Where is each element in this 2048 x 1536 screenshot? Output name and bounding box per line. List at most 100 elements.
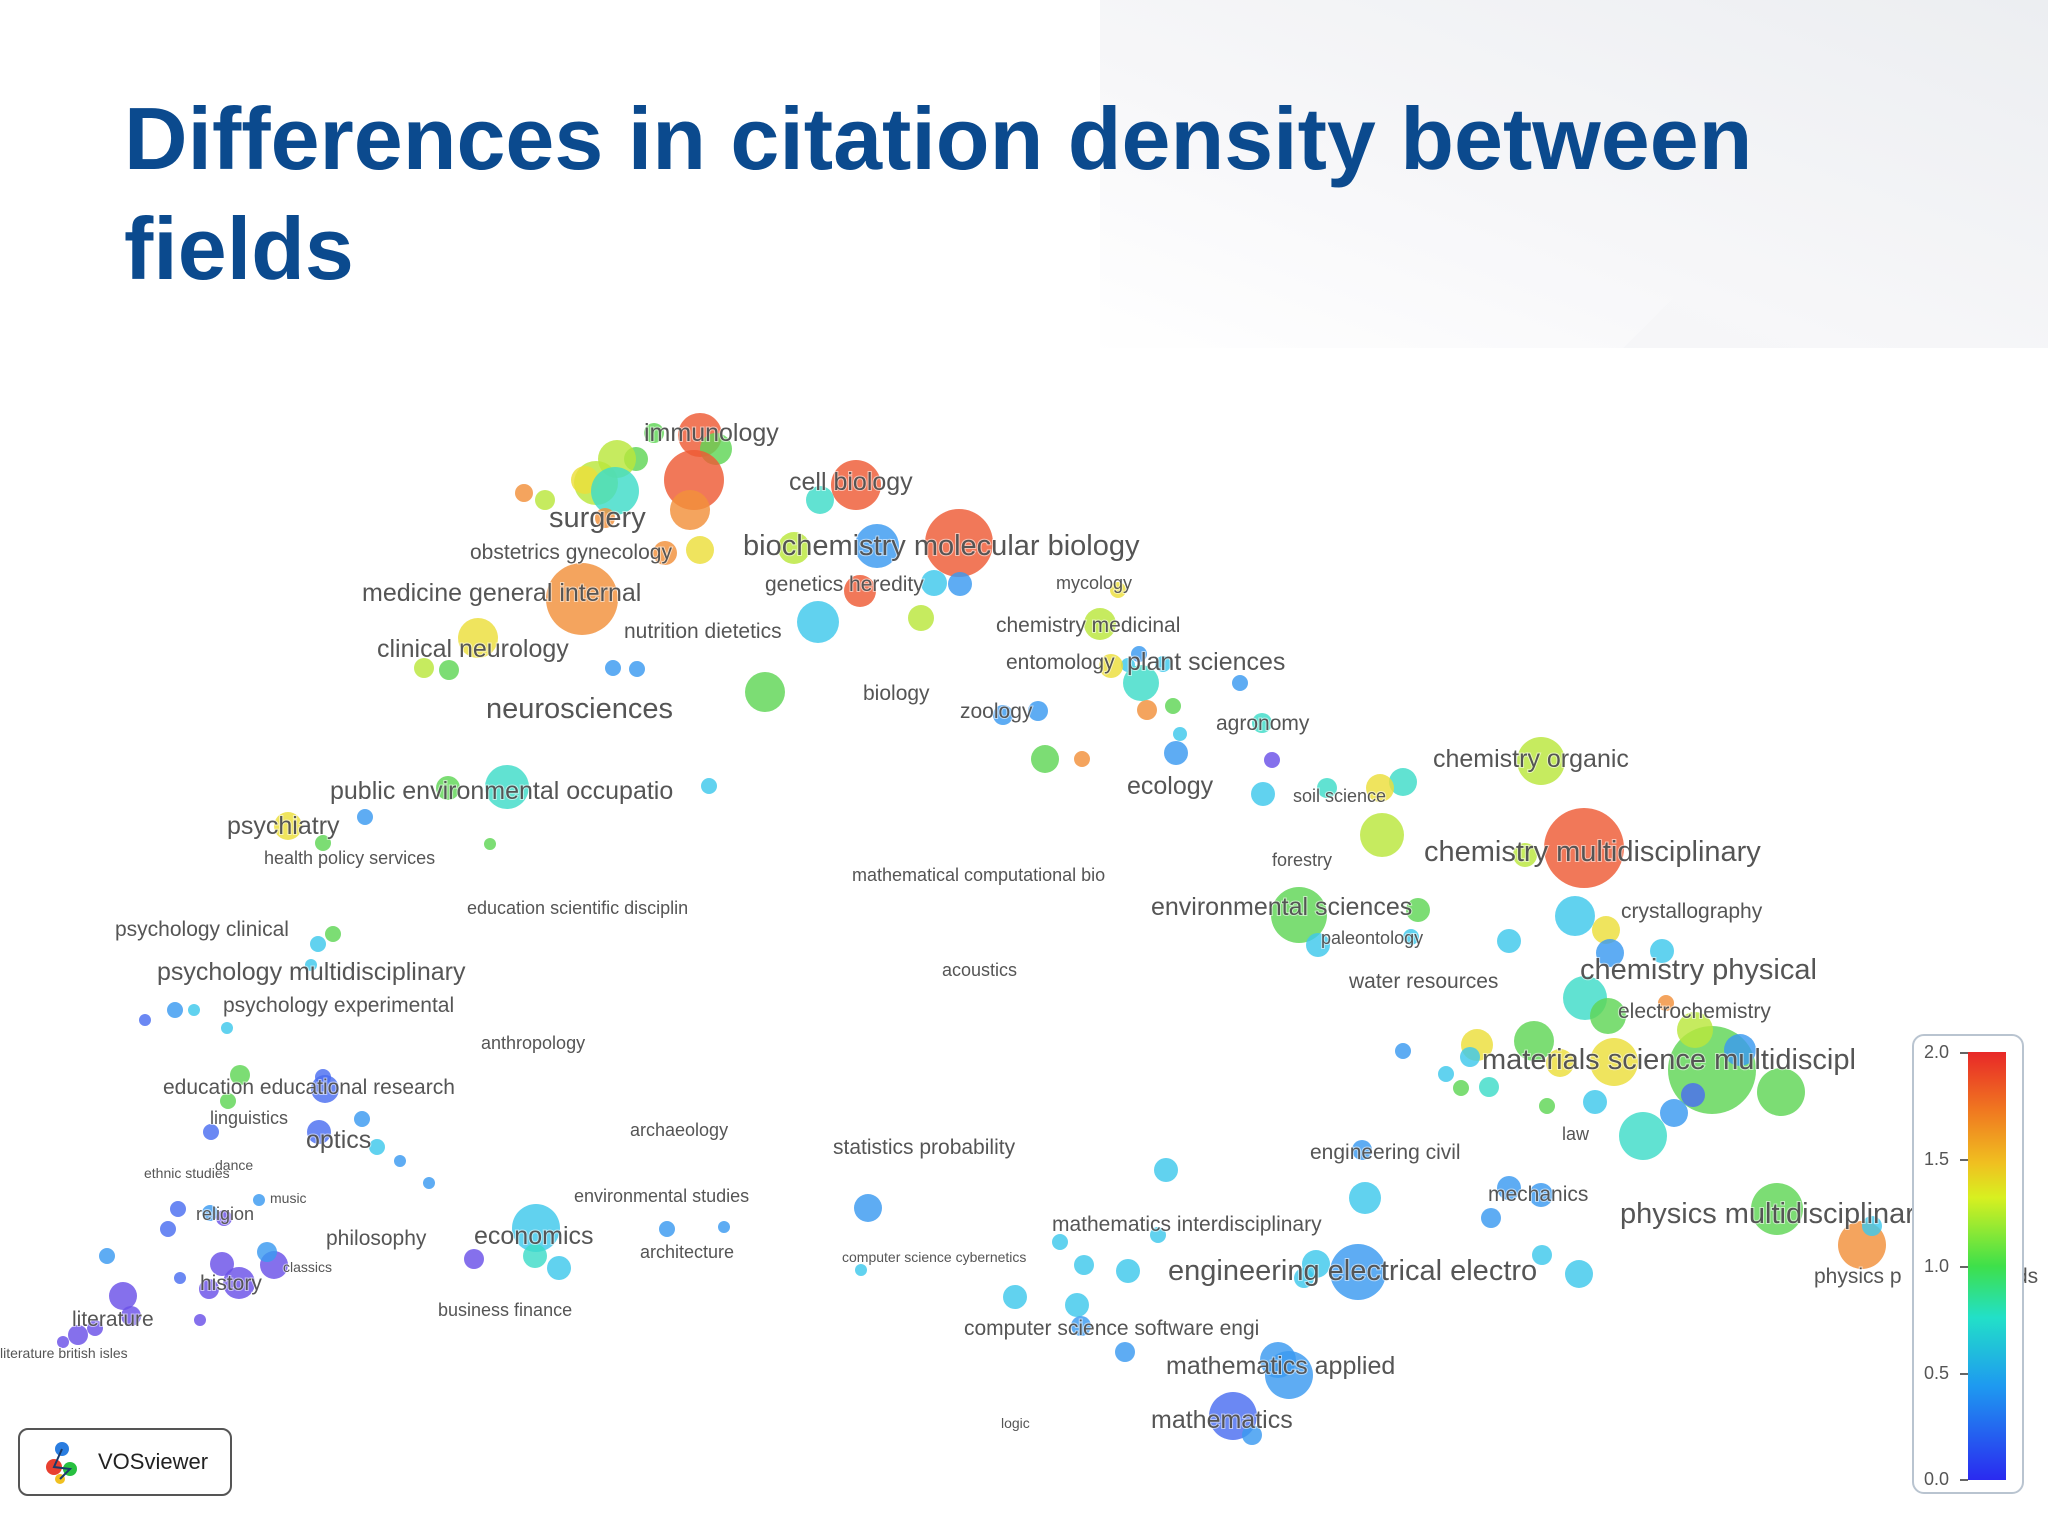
field-bubble <box>1265 1351 1313 1399</box>
field-bubble <box>1453 1080 1469 1096</box>
vosviewer-logo-icon <box>46 1442 77 1484</box>
field-bubble <box>203 1124 219 1140</box>
field-bubble <box>778 532 810 564</box>
field-bubble <box>436 776 460 800</box>
field-bubble <box>797 601 839 643</box>
scale-tick-0-0: 0.0 <box>1924 1469 1950 1489</box>
field-label: mechanics <box>1488 1183 1588 1206</box>
field-label: plant sciences <box>1127 648 1285 676</box>
field-bubble <box>307 1120 331 1144</box>
field-bubble <box>1349 1182 1381 1214</box>
field-bubble <box>1306 933 1330 957</box>
field-bubble <box>591 467 639 515</box>
field-bubble <box>1751 1183 1803 1235</box>
field-label: environmental sciences <box>1151 893 1412 921</box>
field-bubble <box>1438 1066 1454 1082</box>
field-bubble <box>1565 1260 1593 1288</box>
field-bubble <box>109 1282 137 1310</box>
field-label: religion <box>196 1204 254 1224</box>
field-bubble <box>223 1267 255 1299</box>
field-bubble <box>844 575 876 607</box>
label-layer: immunology cell biology surgery obstetrics … <box>0 418 2039 1435</box>
field-bubble <box>1155 656 1171 672</box>
field-bubble <box>1544 808 1624 888</box>
field-label: dance <box>215 1157 253 1173</box>
field-bubble <box>1555 896 1595 936</box>
field-bubble <box>1650 939 1674 963</box>
field-bubble <box>1513 843 1537 867</box>
field-label: environmental studies <box>574 1186 749 1206</box>
field-bubble <box>1251 782 1275 806</box>
field-bubble <box>1028 701 1048 721</box>
field-label: philosophy <box>326 1227 427 1250</box>
field-bubble <box>1131 646 1147 662</box>
field-label: health policy services <box>264 848 435 868</box>
field-label: anthropology <box>481 1033 585 1053</box>
field-bubble <box>1330 1244 1386 1300</box>
field-bubble <box>1395 1043 1411 1059</box>
slide-title: Differences in citation density between … <box>124 89 1753 298</box>
scale-tick-mark <box>1960 1373 1968 1375</box>
field-label: chemistry multidisciplinary <box>1424 836 1761 868</box>
field-label: chemistry medicinal <box>996 614 1180 637</box>
field-bubble <box>1517 737 1565 785</box>
field-bubble <box>160 1221 176 1237</box>
field-bubble <box>1757 1068 1805 1116</box>
field-bubble <box>458 618 498 658</box>
vosviewer-logo: VOSviewer <box>18 1428 232 1496</box>
field-label: public environmental occupatio <box>330 777 673 805</box>
field-label: history <box>200 1272 262 1295</box>
field-label: engineering civil <box>1310 1141 1461 1164</box>
field-label: forestry <box>1272 850 1332 870</box>
field-bubble <box>310 936 326 952</box>
science-map-panel: immunology cell biology surgery obstetrics … <box>0 348 2048 1536</box>
field-label: archaeology <box>630 1120 728 1140</box>
field-bubble <box>1074 751 1090 767</box>
field-bubble <box>1529 1183 1553 1207</box>
field-bubble <box>1317 778 1337 798</box>
field-label: immunology <box>644 419 779 447</box>
field-bubble <box>993 705 1013 725</box>
field-bubble <box>210 1252 234 1276</box>
scale-tick-1-0: 1.0 <box>1924 1256 1950 1276</box>
field-bubble <box>1539 1098 1555 1114</box>
field-label: biology <box>863 682 930 705</box>
field-label: genetics heredity <box>765 573 924 596</box>
field-label: mycology <box>1056 573 1132 593</box>
field-bubble <box>547 1256 571 1280</box>
field-label: chemistry physical <box>1580 954 1817 986</box>
field-label: materials science multidiscipl <box>1482 1044 1856 1076</box>
field-bubble <box>1406 898 1430 922</box>
field-bubble <box>855 1264 867 1276</box>
field-bubble <box>1115 1342 1135 1362</box>
scale-tick-mark <box>1960 1052 1968 1054</box>
field-label: agronomy <box>1216 712 1310 735</box>
field-bubble <box>1065 1293 1089 1317</box>
field-label: acoustics <box>942 960 1017 980</box>
field-label: music <box>270 1190 307 1206</box>
field-label: cell biology <box>789 468 913 496</box>
field-label: education scientific disciplin <box>467 898 688 918</box>
field-bubble <box>230 1065 250 1085</box>
field-bubble <box>1479 1077 1499 1097</box>
field-label: physics multidisciplinary <box>1620 1198 1930 1230</box>
field-bubble <box>354 1111 370 1127</box>
field-bubble <box>305 959 317 971</box>
field-label: mathematics applied <box>1166 1352 1395 1380</box>
field-bubble <box>1389 768 1417 796</box>
field-bubble <box>357 809 373 825</box>
field-label: law <box>1562 1124 1590 1144</box>
field-bubble <box>1084 608 1116 640</box>
field-label: electrochemistry <box>1618 1000 1771 1023</box>
field-label: soil science <box>1293 786 1386 806</box>
field-bubble <box>1150 1227 1166 1243</box>
field-bubble <box>921 570 947 596</box>
field-bubble <box>1242 1425 1262 1445</box>
field-bubble <box>1071 1316 1091 1336</box>
field-bubble <box>1164 741 1188 765</box>
logo-text: VOSviewer <box>98 1449 209 1474</box>
field-bubble <box>170 1201 186 1217</box>
field-bubble <box>1110 582 1126 598</box>
field-label: literature <box>72 1308 154 1331</box>
field-bubble <box>485 765 529 809</box>
